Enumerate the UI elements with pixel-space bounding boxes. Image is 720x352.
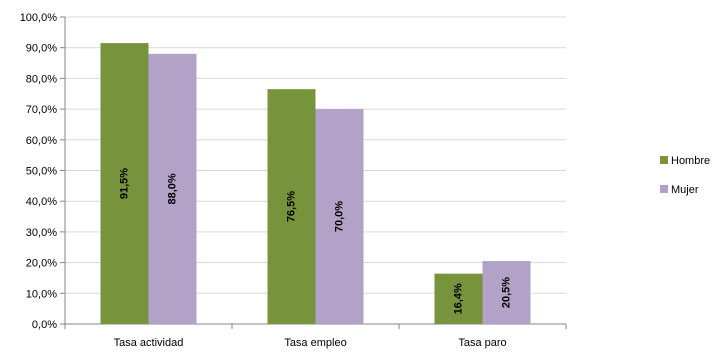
data-label: 76,5% [285, 191, 297, 222]
bars [100, 43, 531, 325]
y-tick-label: 0,0% [32, 319, 57, 331]
data-label: 16,4% [452, 283, 464, 314]
y-tick-label: 70,0% [26, 104, 57, 116]
data-label: 20,5% [500, 277, 512, 308]
legend-swatch-mujer [660, 185, 668, 193]
data-label: 88,0% [166, 173, 178, 204]
y-tick-label: 10,0% [26, 288, 57, 300]
y-tick-label: 30,0% [26, 227, 57, 239]
bar-mujer-1 [148, 53, 197, 325]
legend-swatch-hombre [660, 156, 668, 164]
y-tick-label: 100,0% [20, 12, 58, 24]
y-tick-label: 60,0% [26, 135, 57, 147]
y-tick-label: 20,0% [26, 258, 57, 270]
data-labels: 91,5% 88,0% 76,5% 70,0% 16,4% 20,5% [118, 168, 512, 315]
y-tick-label: 40,0% [26, 196, 57, 208]
legend-label-hombre: Hombre [671, 155, 710, 167]
bar-hombre-2 [267, 89, 316, 325]
y-tick-label: 80,0% [26, 73, 57, 85]
bar-mujer-3 [482, 261, 531, 324]
x-category-label: Tasa paro [458, 337, 506, 349]
y-tick-label: 90,0% [26, 43, 57, 55]
y-tick-label: 50,0% [26, 166, 57, 178]
x-category-label: Tasa actividad [114, 337, 184, 349]
bar-mujer-2 [315, 109, 364, 324]
bar-hombre-1 [100, 43, 149, 324]
data-label: 70,0% [333, 201, 345, 232]
legend-label-mujer: Mujer [671, 184, 699, 196]
bar-hombre-3 [434, 273, 483, 324]
x-category-label: Tasa empleo [284, 337, 346, 349]
legend: Hombre Mujer [660, 155, 710, 196]
data-label: 91,5% [118, 168, 130, 199]
